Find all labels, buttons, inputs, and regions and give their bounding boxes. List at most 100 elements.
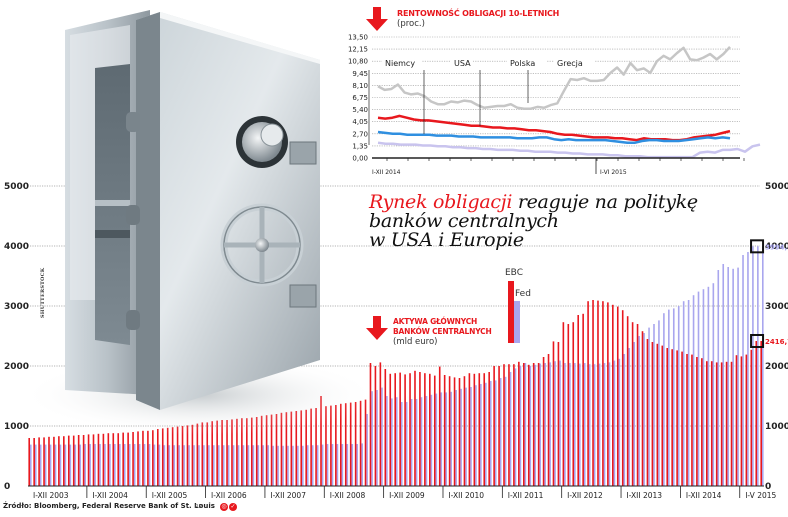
bar-fed [588, 364, 591, 486]
bar-fed [618, 358, 621, 486]
bar-ecb [132, 432, 134, 486]
y-tick-label: 9,45 [352, 70, 368, 78]
x-tick-label: I-XII 2005 [152, 491, 188, 500]
bar-ecb [394, 373, 396, 486]
bar-fed [346, 444, 349, 486]
bar-ecb [161, 428, 164, 486]
bar-fed [747, 252, 749, 486]
bar-ecb [305, 409, 307, 486]
bar-ecb [621, 310, 624, 486]
bar-ecb [82, 435, 85, 486]
bar-fed [203, 445, 205, 486]
yield-chart-unit: (proc.) [397, 19, 425, 29]
bar-ecb [211, 421, 213, 486]
bar-ecb [226, 420, 228, 486]
bar-ecb [438, 366, 441, 486]
bar-ecb [483, 373, 486, 486]
bar-ecb [691, 354, 693, 486]
bar-ecb [567, 324, 570, 486]
bar-ecb [542, 357, 545, 486]
bar-ecb [572, 322, 575, 486]
bar-ecb [43, 437, 45, 486]
bar-ecb [715, 362, 718, 486]
bar-fed [64, 444, 67, 486]
x-tick-label: I-XII 2006 [211, 491, 247, 500]
bar-fed [524, 363, 527, 486]
bar-fed [396, 397, 398, 486]
bond-yield-chart: 13,50 12,15 10,80 9,45 8,10 6,75 5,40 4,05 2,70 1… [348, 34, 761, 176]
yield-line-germany [377, 141, 761, 159]
bar-fed [593, 364, 596, 486]
bar-ecb [369, 363, 372, 486]
bar-fed [99, 444, 101, 486]
bar-ecb [270, 414, 273, 486]
bar-ecb [260, 415, 263, 486]
bar-fed [178, 445, 180, 486]
bar-ecb [374, 366, 377, 486]
bar-ecb [745, 354, 748, 486]
bar-fed [128, 444, 131, 486]
bar-fed [529, 366, 532, 486]
bar-fed [534, 364, 537, 486]
value-label: 3994,5 [765, 243, 788, 251]
y-tick-label-right: 3000 [765, 302, 788, 312]
headline: Rynek obligacji reaguje na politykę bank… [369, 193, 698, 250]
bar-ecb [221, 420, 223, 486]
bar-ecb [612, 304, 614, 486]
bar-fed [707, 286, 710, 486]
bar-ecb [651, 342, 654, 486]
bar-fed [475, 385, 477, 486]
bar-ecb [518, 361, 520, 486]
bar-fed [306, 445, 309, 486]
bar-fed [143, 444, 146, 486]
yield-chart-title: RENTOWNOŚĆ OBLIGACJI 10-LETNICH [397, 9, 560, 18]
country-label: Polska [510, 59, 535, 68]
bar-fed [302, 445, 304, 486]
legend-swatch-ecb [508, 281, 514, 343]
bar-ecb [616, 306, 619, 486]
bar-fed [687, 300, 690, 486]
legend-swatch-fed [514, 301, 520, 343]
bar-ecb [166, 427, 169, 486]
bar-ecb [112, 433, 115, 486]
bar-ecb [384, 369, 387, 486]
bar-fed [49, 444, 52, 486]
bar-ecb [241, 418, 243, 486]
bar-ecb [656, 343, 659, 486]
bar-ecb [666, 348, 669, 486]
bar-ecb [488, 372, 490, 486]
bar-ecb [448, 376, 451, 486]
bar-ecb [379, 362, 382, 486]
y-tick-label: 12,15 [348, 46, 368, 54]
bar-ecb [246, 418, 248, 486]
bar-ecb [275, 414, 278, 486]
bar-fed [737, 267, 739, 486]
bar-fed [697, 291, 700, 486]
bar-fed [633, 342, 636, 486]
bar-fed [435, 393, 438, 486]
bar-fed [504, 376, 507, 486]
bar-fed [732, 268, 734, 486]
bar-ecb [537, 363, 540, 486]
bar-fed [519, 366, 522, 486]
bar-ecb [97, 433, 100, 486]
y-tick-label-left: 3000 [4, 302, 29, 312]
bar-ecb [137, 431, 139, 486]
bar-ecb [557, 342, 560, 486]
bar-ecb [735, 355, 738, 486]
bar-ecb [300, 410, 303, 486]
bar-ecb [532, 363, 535, 486]
bar-fed [341, 444, 344, 486]
y-tick-label-left: 4000 [4, 242, 29, 252]
bar-ecb [186, 425, 189, 486]
bar-fed [109, 444, 111, 486]
annotation-bg [382, 58, 422, 69]
bar-fed [168, 445, 171, 486]
bar-fed [544, 363, 546, 486]
bar-fed [74, 444, 77, 486]
bar-fed [267, 445, 270, 486]
bar-fed [386, 396, 388, 486]
y-tick-label-left: 2000 [4, 362, 29, 372]
bar-fed [485, 382, 487, 486]
bar-fed [44, 444, 47, 486]
